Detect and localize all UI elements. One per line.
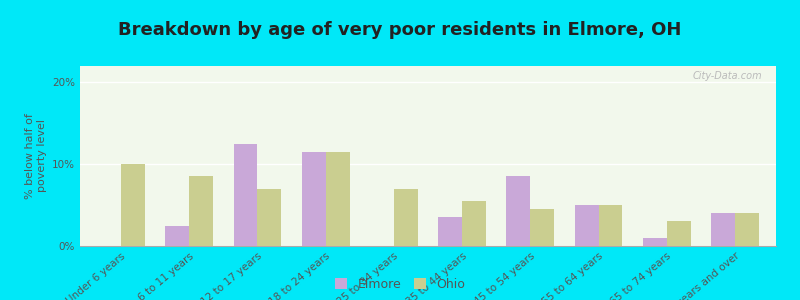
- Bar: [506, 176, 530, 246]
- Bar: [166, 226, 189, 246]
- Legend: Elmore, Ohio: Elmore, Ohio: [335, 278, 465, 291]
- Bar: [667, 221, 690, 246]
- Bar: [189, 176, 213, 246]
- Bar: [234, 144, 258, 246]
- Bar: [735, 213, 759, 246]
- Bar: [302, 152, 326, 246]
- Bar: [462, 201, 486, 246]
- Y-axis label: % below half of
poverty level: % below half of poverty level: [25, 113, 46, 199]
- Bar: [711, 213, 735, 246]
- Bar: [643, 238, 667, 246]
- Text: Breakdown by age of very poor residents in Elmore, OH: Breakdown by age of very poor residents …: [118, 21, 682, 39]
- Bar: [598, 205, 622, 246]
- Bar: [394, 189, 418, 246]
- Bar: [121, 164, 145, 246]
- Bar: [258, 189, 282, 246]
- Bar: [574, 205, 598, 246]
- Bar: [530, 209, 554, 246]
- Bar: [326, 152, 350, 246]
- Text: City-Data.com: City-Data.com: [693, 71, 762, 81]
- Bar: [438, 218, 462, 246]
